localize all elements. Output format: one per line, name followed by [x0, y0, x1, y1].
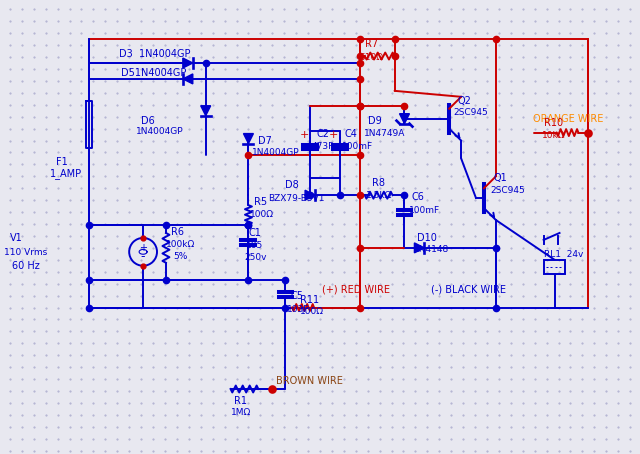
- Text: 2SC945: 2SC945: [490, 186, 525, 195]
- Text: 1_AMP: 1_AMP: [50, 168, 82, 179]
- Text: D7: D7: [259, 136, 272, 146]
- Text: RL1  24v: RL1 24v: [543, 250, 583, 259]
- Text: D10: D10: [417, 233, 437, 243]
- Text: R11: R11: [300, 295, 319, 305]
- Text: 1N4004GP: 1N4004GP: [252, 148, 300, 157]
- Text: 105: 105: [246, 242, 264, 251]
- Text: 5%: 5%: [173, 252, 188, 262]
- Text: D6: D6: [141, 116, 155, 126]
- Text: C5: C5: [290, 291, 303, 301]
- Text: R6: R6: [171, 227, 184, 237]
- Text: R5: R5: [255, 197, 268, 207]
- Text: V1: V1: [10, 233, 22, 243]
- Polygon shape: [243, 133, 253, 143]
- Bar: [543, 260, 566, 274]
- Text: R1: R1: [234, 396, 246, 406]
- Text: 60 Hz: 60 Hz: [12, 261, 40, 271]
- Text: 1.5kΩ: 1.5kΩ: [365, 191, 392, 200]
- Text: 110 Vrms: 110 Vrms: [4, 248, 47, 257]
- Polygon shape: [201, 106, 211, 116]
- Text: C6: C6: [412, 192, 424, 202]
- Text: 100Ω: 100Ω: [300, 307, 324, 316]
- Text: C1: C1: [248, 228, 261, 238]
- Text: (-) BLACK WIRE: (-) BLACK WIRE: [431, 285, 506, 295]
- Text: R10: R10: [543, 118, 563, 128]
- Polygon shape: [305, 190, 315, 200]
- Text: 100mF: 100mF: [408, 206, 440, 215]
- Polygon shape: [415, 243, 424, 253]
- Text: +: +: [329, 129, 339, 139]
- Text: 100mF: 100mF: [342, 142, 373, 151]
- Text: Q2: Q2: [457, 96, 471, 106]
- Polygon shape: [183, 74, 193, 84]
- Text: ORANGE WIRE: ORANGE WIRE: [532, 114, 603, 123]
- Text: 1N4004GP: 1N4004GP: [136, 127, 184, 136]
- Text: +: +: [139, 243, 147, 253]
- Text: 100kΩ: 100kΩ: [166, 240, 195, 249]
- Text: D3  1N4004GP: D3 1N4004GP: [119, 49, 191, 59]
- Text: C4: C4: [345, 128, 358, 138]
- Text: (+) RED WIRE: (+) RED WIRE: [322, 285, 390, 295]
- Text: 250v: 250v: [244, 253, 267, 262]
- Text: 473F: 473F: [312, 142, 334, 151]
- Text: D51N4004GP: D51N4004GP: [121, 68, 187, 78]
- Text: 1N4749A: 1N4749A: [364, 129, 405, 138]
- Text: D9: D9: [368, 116, 381, 126]
- Text: D8: D8: [285, 180, 299, 190]
- Text: C2: C2: [316, 128, 329, 138]
- Polygon shape: [183, 58, 193, 68]
- Text: Q1: Q1: [494, 173, 508, 183]
- Text: BROWN WIRE: BROWN WIRE: [276, 376, 343, 386]
- Text: -: -: [141, 250, 145, 263]
- Text: 10kΩ: 10kΩ: [541, 131, 565, 140]
- Text: 1MΩ: 1MΩ: [230, 408, 251, 417]
- Text: 100Ω: 100Ω: [250, 210, 275, 218]
- Text: 2SC945: 2SC945: [453, 108, 488, 117]
- Text: BZX79-B5V1: BZX79-B5V1: [268, 194, 325, 202]
- Text: R7: R7: [365, 39, 378, 49]
- Text: R8: R8: [372, 178, 385, 188]
- Text: +: +: [300, 129, 308, 139]
- Text: 103F: 103F: [287, 305, 310, 314]
- Text: F1: F1: [56, 158, 67, 168]
- Text: 1N4148: 1N4148: [415, 245, 450, 254]
- Polygon shape: [399, 114, 410, 123]
- Text: 510Ω: 510Ω: [360, 53, 384, 62]
